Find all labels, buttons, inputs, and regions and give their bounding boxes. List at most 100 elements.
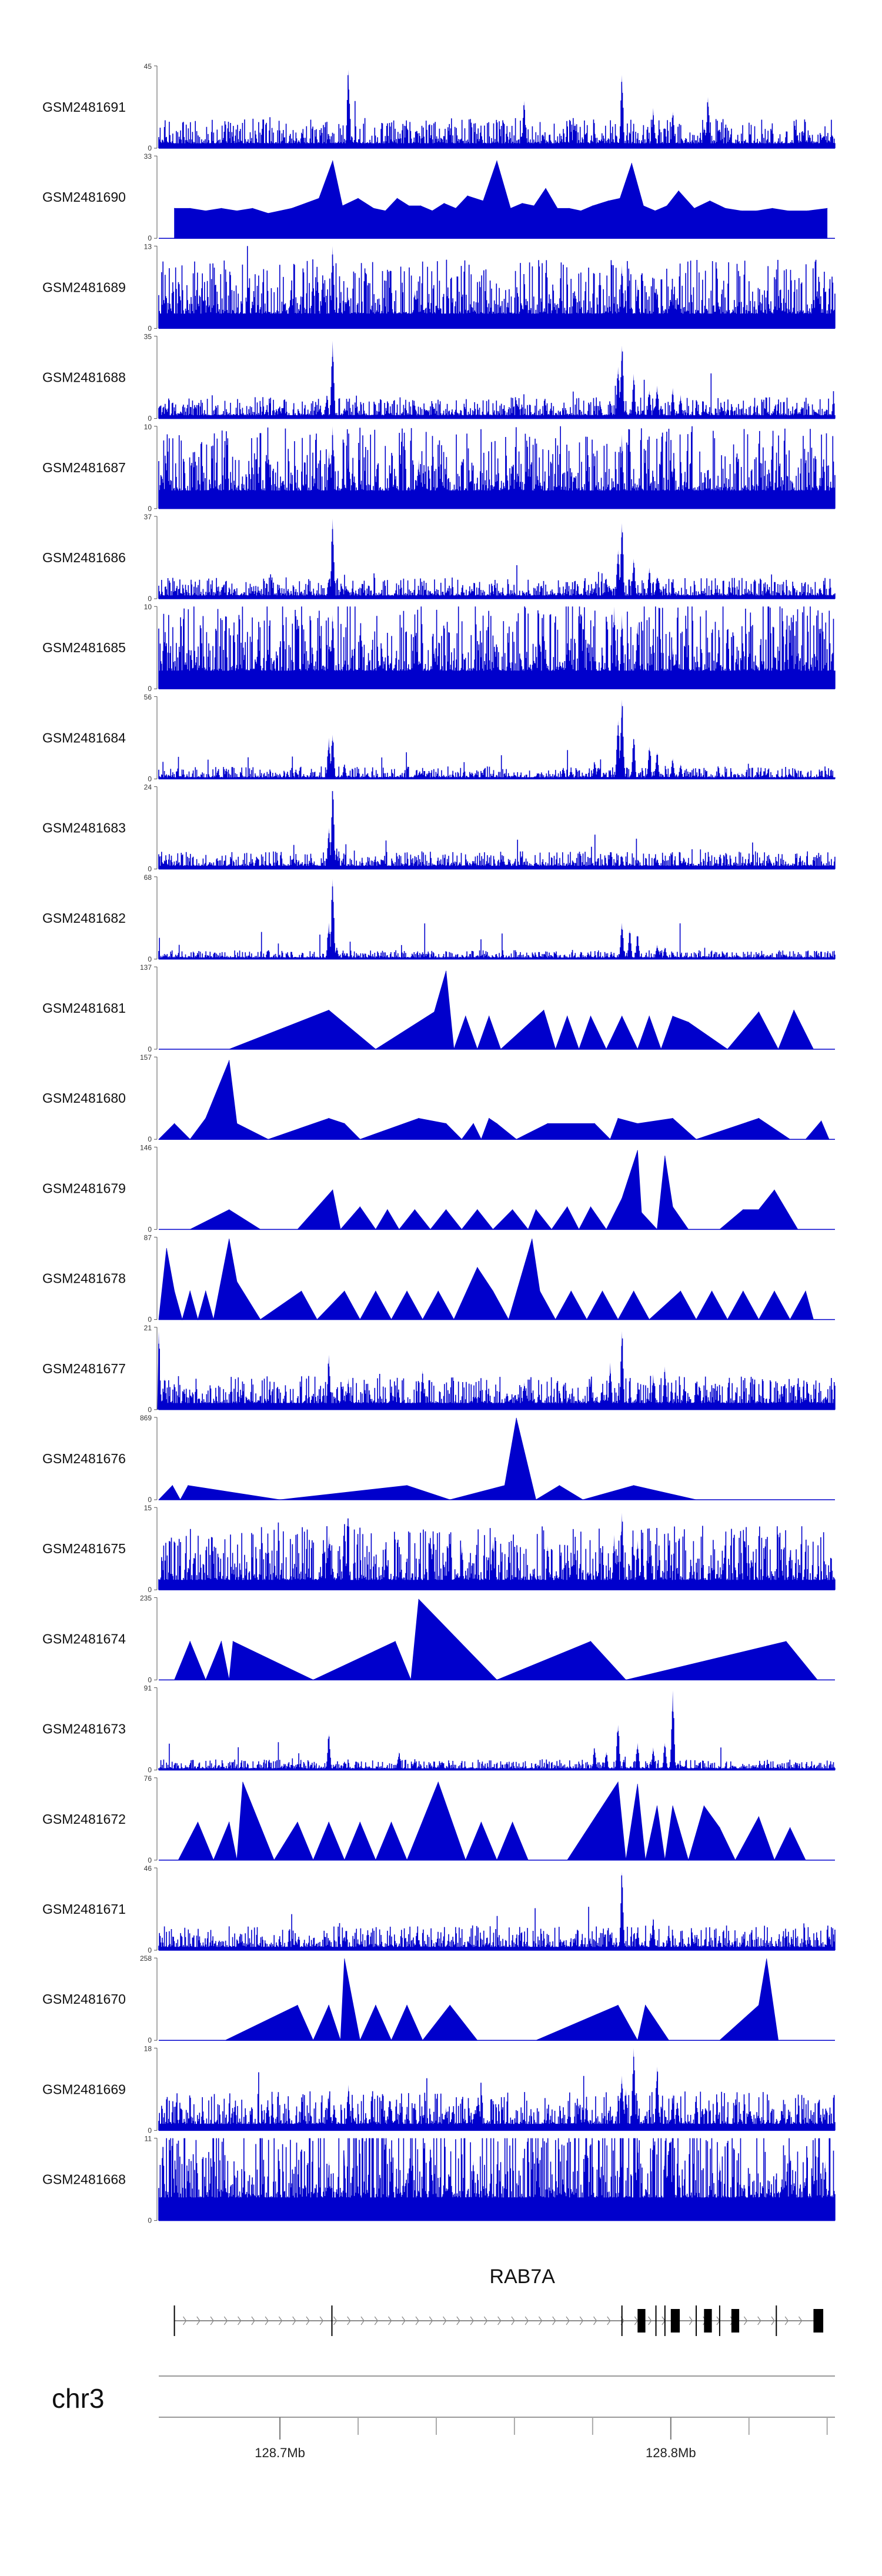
signal-peak <box>620 1513 624 1590</box>
y-min-label: 0 <box>148 234 152 242</box>
y-min-label: 0 <box>148 775 152 783</box>
signal-peak <box>433 648 436 689</box>
track-label: GSM2481691 <box>42 99 126 115</box>
strand-chevron <box>196 2316 201 2325</box>
signal-peak <box>616 720 620 779</box>
signal-vertex <box>189 1290 191 1292</box>
signal-area <box>190 1150 799 1230</box>
strand-chevron <box>798 2316 803 2325</box>
signal-peak <box>417 1939 420 1950</box>
signal-peak <box>636 1743 639 1770</box>
signal-peak <box>632 558 636 599</box>
signal-peak <box>671 467 674 509</box>
gene-exon <box>813 2309 824 2333</box>
signal-peak <box>647 1551 651 1590</box>
signal-peak <box>327 2160 330 2221</box>
signal-vertex <box>342 205 343 206</box>
signal-vertex <box>512 1821 513 1823</box>
signal-peak <box>327 738 330 779</box>
strand-chevron <box>483 2316 488 2325</box>
signal-vertex <box>473 1123 474 1124</box>
signal-peak <box>636 2138 639 2221</box>
y-min-label: 0 <box>148 2126 152 2134</box>
signal-peak <box>327 1354 330 1410</box>
signal-vertex <box>297 2004 298 2006</box>
gene-exon <box>731 2309 740 2333</box>
strand-chevron <box>347 2316 351 2325</box>
signal-peak <box>331 879 335 959</box>
signal-vertex <box>725 208 726 209</box>
signal-peak <box>343 1936 346 1950</box>
signal-bars <box>158 606 836 689</box>
signal-peak <box>620 1331 624 1410</box>
axis-tick-label: 128.7Mb <box>255 2445 305 2460</box>
signal-bars <box>158 886 836 959</box>
signal-peak <box>343 1524 346 1590</box>
signal-peak <box>620 2160 624 2221</box>
signal-vertex <box>480 1821 482 1823</box>
signal-peak <box>647 568 651 599</box>
signal-bars <box>158 1711 836 1770</box>
signal-peak <box>690 1936 694 1950</box>
signal-peak <box>491 1540 495 1590</box>
signal-peak <box>612 606 616 689</box>
signal-peak <box>343 409 346 419</box>
signal-bars <box>158 2057 836 2131</box>
track-label: GSM2481686 <box>42 550 126 565</box>
strand-chevron <box>538 2316 543 2325</box>
signal-peak <box>163 1378 166 1410</box>
signal-vertex <box>719 1827 720 1828</box>
track-label: GSM2481668 <box>42 2172 126 2187</box>
signal-peak <box>620 699 624 779</box>
y-min-label: 0 <box>148 595 152 603</box>
strand-chevron <box>278 2316 283 2325</box>
signal-vertex <box>766 1958 767 1960</box>
signal-peak <box>331 790 335 869</box>
track-label: GSM2481687 <box>42 460 126 475</box>
signal-vertex <box>375 2004 376 2006</box>
signal-peak <box>346 459 350 509</box>
signal-peak <box>659 451 663 509</box>
signal-peak <box>397 1751 401 1770</box>
signal-peak <box>573 122 577 148</box>
signal-peak <box>346 296 350 329</box>
track-label: GSM2481672 <box>42 1811 126 1827</box>
signal-peak <box>679 764 682 779</box>
strand-chevron <box>223 2316 228 2325</box>
signal-peak <box>538 639 542 689</box>
signal-area <box>158 1239 814 1321</box>
signal-peak <box>671 758 674 779</box>
y-max-label: 15 <box>144 1504 152 1512</box>
signal-peak <box>604 1751 608 1770</box>
signal-peak <box>440 1761 444 1770</box>
strand-chevron <box>333 2316 338 2325</box>
signal-peak <box>331 518 335 599</box>
signal-peak <box>652 1747 655 1770</box>
signal-peak <box>593 129 596 148</box>
signal-peak <box>620 345 624 419</box>
signal-peak <box>450 411 454 419</box>
signal-vertex <box>297 1821 298 1823</box>
signal-peak <box>671 2094 674 2131</box>
signal-peak <box>327 1534 330 1590</box>
signal-peak <box>620 434 624 509</box>
signal-peak <box>327 923 330 959</box>
signal-vertex <box>344 1958 345 1960</box>
y-max-label: 21 <box>144 1324 152 1332</box>
signal-vertex <box>420 205 422 206</box>
strand-chevron <box>771 2316 775 2325</box>
y-max-label: 24 <box>144 783 152 792</box>
signal-vertex <box>592 205 593 206</box>
signal-peak <box>647 390 651 419</box>
signal-peak <box>620 615 624 689</box>
gene-exon <box>704 2309 712 2333</box>
signal-vertex <box>252 208 253 209</box>
signal-vertex <box>617 1117 619 1119</box>
strand-chevron <box>265 2316 269 2325</box>
signal-peak <box>644 459 647 509</box>
signal-peak <box>585 2153 589 2221</box>
y-min-label: 0 <box>148 505 152 513</box>
strand-chevron <box>743 2316 748 2325</box>
strand-chevron <box>497 2316 502 2325</box>
y-max-label: 258 <box>140 1954 152 1963</box>
